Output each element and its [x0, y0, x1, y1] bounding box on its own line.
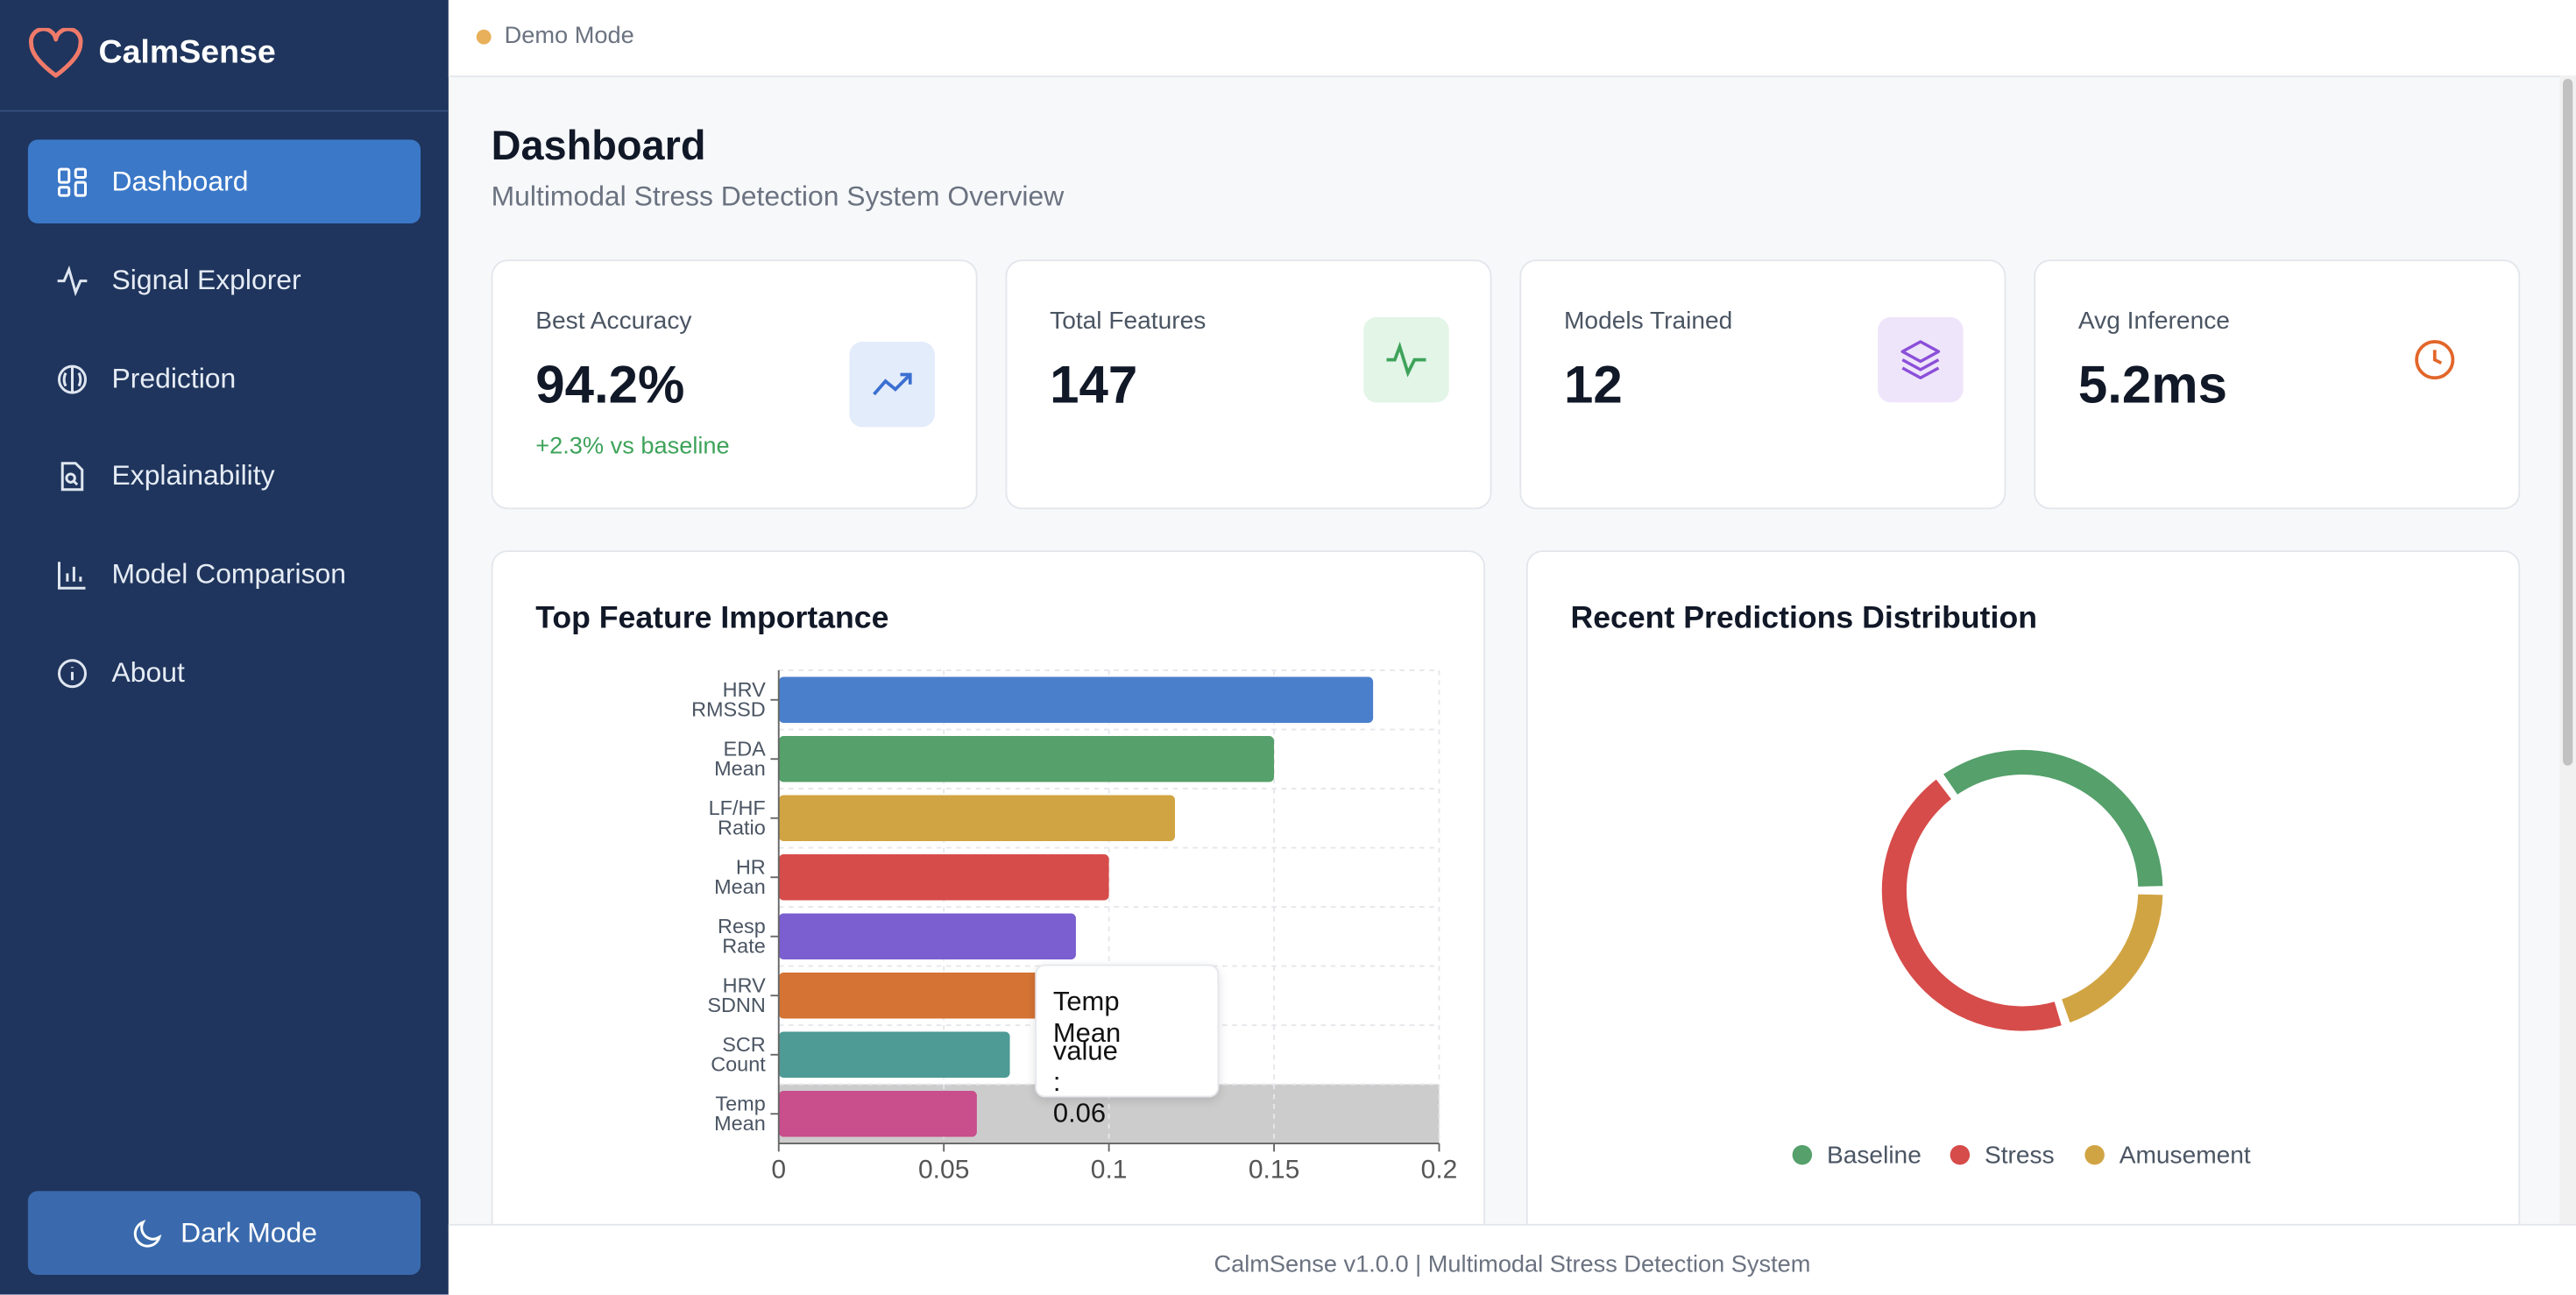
stat-icon: [849, 342, 935, 428]
mode-label: Demo Mode: [504, 23, 634, 50]
legend-label: Baseline: [1827, 1142, 1921, 1169]
nav-label: Prediction: [111, 362, 237, 394]
y-tick-label: HRV SDNN: [707, 973, 766, 1017]
y-tick-label: EDA Mean: [714, 737, 766, 781]
page-subtitle: Multimodal Stress Detection System Overv…: [491, 180, 1065, 212]
nav-label: Explainability: [111, 459, 275, 491]
stat-icon: [1878, 316, 1964, 403]
logo-icon: [29, 27, 83, 78]
donut-slice: [2059, 892, 2165, 1025]
nav-item[interactable]: Dashboard: [27, 139, 421, 223]
sidebar: CalmSense Dashboard Signal Explorer Pred…: [0, 0, 449, 1295]
stat-card: Models Trained 12: [1519, 259, 2006, 510]
stat-note: +2.3% vs baseline: [535, 434, 730, 460]
x-tick-label: 0: [771, 1155, 786, 1184]
tooltip-text: value : 0.06: [1052, 1037, 1118, 1129]
nav-label: Dashboard: [111, 165, 249, 197]
x-tick-label: 0.15: [1249, 1155, 1299, 1184]
stat-label: Avg Inference: [2077, 307, 2230, 336]
bar: [778, 736, 1275, 782]
nav-item[interactable]: Signal Explorer: [28, 238, 421, 322]
chart-title: Top Feature Importance: [535, 601, 889, 636]
nav-item[interactable]: About: [28, 631, 421, 715]
status-dot: [476, 29, 492, 45]
x-tick-label: 0.1: [1091, 1155, 1128, 1184]
y-tick-label: LF/HF Ratio: [708, 796, 766, 840]
legend-label: Amusement: [2120, 1142, 2251, 1169]
bar: [778, 795, 1175, 841]
y-tick-label: Resp Rate: [718, 915, 766, 959]
legend-swatch: [2084, 1144, 2105, 1165]
dark-mode-button[interactable]: Dark Mode: [27, 1191, 421, 1275]
divider: [0, 110, 449, 112]
stat-label: Total Features: [1050, 307, 1207, 336]
tooltip-title: Temp Mean: [1052, 987, 1122, 1049]
bar: [778, 973, 1044, 1019]
chart-title: Recent Predictions Distribution: [1570, 601, 2037, 636]
nav-label: About: [111, 656, 185, 688]
y-tick-label: Temp Mean: [714, 1092, 766, 1136]
stat-card: Best Accuracy 94.2% +2.3% vs baseline: [491, 259, 978, 510]
donut-slice: [1941, 748, 2165, 888]
tooltip: [1035, 964, 1220, 1098]
nav-label: Signal Explorer: [111, 263, 301, 295]
legend-swatch: [1950, 1144, 1971, 1165]
brand: CalmSense: [98, 34, 276, 71]
x-tick-label: 0.2: [1421, 1155, 1458, 1184]
footer-text: CalmSense v1.0.0 | Multimodal Stress Det…: [1214, 1251, 1811, 1278]
stat-icon: [1363, 316, 1449, 403]
legend-swatch: [1792, 1144, 1813, 1165]
stat-value: 5.2ms: [2077, 355, 2228, 414]
stat-label: Best Accuracy: [535, 307, 692, 336]
legend-label: Stress: [1985, 1142, 2055, 1169]
nav-label: Model Comparison: [111, 557, 347, 590]
bar: [778, 1031, 1010, 1078]
scrollbar[interactable]: [2559, 75, 2576, 1224]
bar: [778, 676, 1374, 723]
stat-card: Total Features 147: [1005, 259, 1492, 510]
bar: [778, 854, 1109, 901]
scrollbar-thumb[interactable]: [2563, 79, 2573, 766]
nav-item[interactable]: Explainability: [28, 434, 421, 518]
donut-slice: [1879, 777, 2064, 1033]
stat-value: 12: [1564, 355, 1623, 414]
nav-item[interactable]: Prediction: [28, 336, 421, 421]
stat-icon: [2392, 317, 2478, 403]
bar: [778, 1091, 977, 1137]
footer: CalmSense v1.0.0 | Multimodal Stress Det…: [448, 1223, 2576, 1295]
nav-item[interactable]: Model Comparison: [28, 533, 421, 617]
bar: [778, 913, 1076, 959]
stat-label: Models Trained: [1564, 307, 1733, 336]
x-tick-label: 0.05: [918, 1155, 969, 1184]
stat-value: 94.2%: [535, 355, 685, 414]
button-label: Dark Mode: [180, 1216, 317, 1249]
stat-card: Avg Inference 5.2ms: [2034, 259, 2521, 510]
y-tick-label: SCR Count: [711, 1033, 766, 1077]
y-tick-label: HR Mean: [714, 855, 766, 899]
stat-value: 147: [1050, 355, 1138, 414]
topbar: Demo Mode: [448, 0, 2576, 78]
y-tick-label: HRV RMSSD: [691, 678, 766, 722]
page-title: Dashboard: [491, 123, 706, 170]
